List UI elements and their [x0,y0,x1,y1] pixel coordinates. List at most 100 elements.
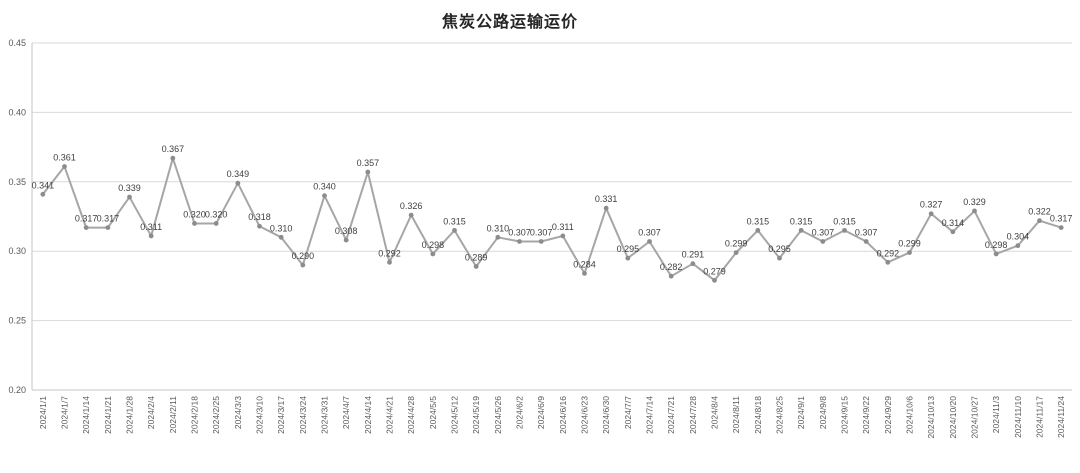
data-point-marker [170,155,176,161]
data-point-label: 0.311 [140,222,162,232]
data-point-marker [1037,218,1042,224]
data-point-label: 0.307 [855,227,878,237]
data-point-label: 0.284 [573,259,596,269]
data-point-marker [278,234,284,240]
x-tick-label: 2024/11/3 [991,396,1001,433]
data-point-label: 0.357 [357,158,380,168]
data-point-label: 0.289 [465,252,488,262]
data-point-label: 0.320 [205,209,228,219]
x-tick-label: 2024/9/29 [883,396,893,434]
data-point-marker [950,229,956,235]
data-point-marker [387,259,392,265]
data-point-label: 0.310 [270,223,293,233]
data-point-marker [322,193,327,199]
data-point-label: 0.315 [443,216,466,226]
x-tick-label: 2024/11/24 [1056,396,1066,438]
x-tick-label: 2024/10/27 [970,396,980,439]
x-tick-label: 2024/10/6 [905,396,915,434]
data-point-label: 0.295 [617,244,640,254]
data-point-marker [842,227,847,233]
chart-title: 焦炭公路运输运价 [441,14,578,31]
data-point-marker [343,237,349,243]
x-tick-label: 2024/6/23 [580,396,590,434]
x-tick-label: 2024/1/7 [60,396,70,429]
y-tick-label: 0.25 [8,316,26,326]
data-point-label: 0.326 [400,201,423,211]
data-point-label: 0.307 [530,227,553,237]
x-tick-label: 2024/3/24 [298,396,308,434]
data-point-label: 0.304 [1007,232,1030,242]
y-tick-label: 0.45 [8,38,26,48]
data-point-label: 0.282 [660,262,683,272]
data-point-marker [560,233,566,239]
x-tick-label: 2024/1/14 [81,396,91,434]
data-point-label: 0.340 [313,182,336,192]
y-tick-label: 0.30 [8,246,26,256]
x-tick-label: 2024/8/18 [753,396,763,434]
data-point-marker [257,223,262,229]
data-point-marker [798,227,804,233]
data-point-marker [452,227,457,233]
data-point-label: 0.299 [898,239,921,249]
x-tick-label: 2024/5/12 [450,396,460,434]
data-point-marker [907,250,912,255]
data-point-label: 0.341 [32,180,55,190]
data-point-marker [105,225,111,231]
data-point-label: 0.320 [183,209,206,219]
data-point-marker [1015,243,1021,249]
data-point-label: 0.361 [53,153,76,163]
x-tick-label: 2024/3/3 [233,396,243,429]
data-point-marker [365,169,371,175]
data-point-marker [62,164,67,169]
data-point-label: 0.315 [790,216,813,226]
data-point-label: 0.307 [508,227,531,237]
data-point-marker [83,225,89,231]
x-tick-label: 2024/8/11 [731,396,741,433]
data-point-label: 0.317 [75,214,98,224]
data-point-marker [517,239,522,244]
data-point-marker [408,212,414,218]
data-point-label: 0.349 [227,169,250,179]
data-point-marker [690,261,696,267]
x-tick-label: 2024/4/21 [385,396,395,434]
data-point-label: 0.279 [703,266,726,276]
data-point-marker [863,239,869,244]
x-tick-label: 2024/2/18 [190,396,200,434]
x-tick-label: 2024/10/13 [926,396,936,439]
x-tick-label: 2024/6/9 [536,396,546,429]
x-tick-label: 2024/9/8 [818,396,828,429]
data-point-marker [213,221,219,226]
data-point-label: 0.310 [487,223,510,233]
x-tick-label: 2024/6/2 [515,396,525,429]
data-point-marker [625,255,631,261]
data-point-marker [430,251,436,257]
x-tick-label: 2024/5/19 [471,396,481,434]
data-point-label: 0.299 [725,239,748,249]
data-point-marker [712,277,717,283]
x-tick-label: 2024/7/21 [666,396,676,434]
data-point-marker [1058,225,1064,231]
data-point-marker [300,262,306,268]
x-tick-label: 2024/9/1 [796,396,806,429]
data-point-label: 0.290 [292,251,315,261]
data-point-marker [668,273,674,279]
data-point-label: 0.329 [963,197,986,207]
x-tick-label: 2024/1/21 [103,396,113,434]
x-tick-label: 2024/6/30 [601,396,611,434]
data-point-label: 0.322 [1028,207,1051,217]
x-tick-label: 2024/4/7 [341,396,351,429]
data-point-marker [647,239,652,244]
series-line [41,157,1063,282]
x-tick-label: 2024/11/17 [1035,396,1045,438]
data-point-marker [538,239,544,244]
data-point-marker [733,250,739,255]
data-point-label: 0.311 [552,222,574,232]
data-point-label: 0.317 [1050,214,1073,224]
data-point-marker [820,239,826,244]
data-point-label: 0.307 [638,227,661,237]
data-point-marker [148,233,154,239]
x-tick-label: 2024/9/15 [840,396,850,434]
data-point-label: 0.295 [768,244,791,254]
data-point-label: 0.315 [833,216,856,226]
